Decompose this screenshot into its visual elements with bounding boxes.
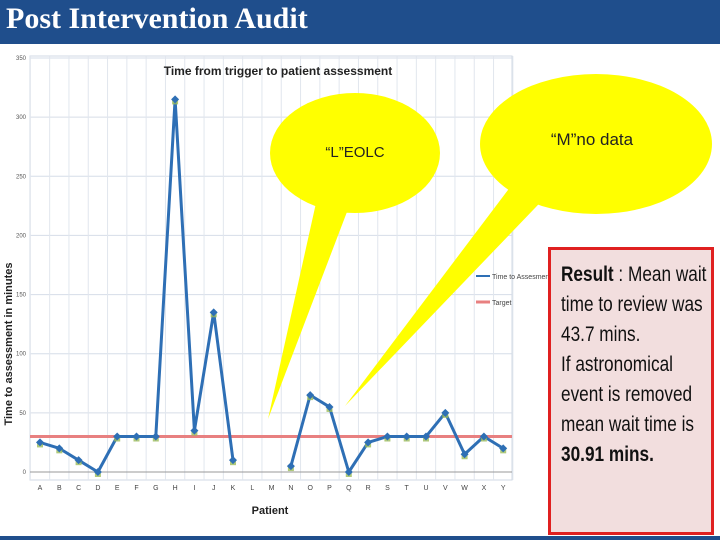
data-point — [402, 432, 411, 441]
x-tick-label: A — [38, 485, 43, 492]
result-label: Result — [561, 263, 614, 286]
x-tick-label: K — [231, 485, 236, 492]
x-tick-label: X — [482, 485, 487, 492]
data-point — [364, 438, 373, 447]
data-point — [499, 444, 508, 453]
x-tick-label: N — [288, 485, 293, 492]
data-point — [74, 456, 83, 465]
x-tick-label: I — [193, 485, 195, 492]
data-point — [132, 432, 141, 441]
x-tick-label: S — [385, 485, 390, 492]
x-tick-label: P — [327, 485, 332, 492]
series-line — [289, 393, 504, 474]
result-text: Result : Mean wait time to review was 43… — [561, 260, 709, 470]
data-point — [229, 456, 237, 465]
data-point — [171, 95, 180, 104]
plot-frame — [29, 55, 513, 481]
chart-grid — [29, 55, 514, 481]
x-tick-label: H — [173, 485, 178, 492]
bottom-bar — [0, 536, 720, 540]
callout-left-label: “L”EOLC — [325, 144, 384, 161]
y-tick-label: 350 — [16, 56, 27, 62]
x-tick-label: M — [269, 485, 275, 492]
y-tick-label: 200 — [16, 233, 27, 239]
chart-axes: 0 50 100 150 200 250 300 350 A B C D E F G H I J K L M N O P Q R S… — [16, 56, 512, 492]
data-point — [306, 391, 315, 400]
x-tick-label: D — [95, 485, 100, 492]
x-tick-label: G — [153, 485, 158, 492]
legend-target-label: Target — [492, 300, 512, 307]
chart-series — [30, 95, 512, 477]
result-line-1: : Mean wait time to review was 43.7 mins… — [561, 263, 707, 346]
data-point — [325, 402, 334, 411]
result-line-2: If astronomical event is removed mean wa… — [561, 353, 695, 436]
x-tick-label: L — [250, 485, 254, 492]
y-tick-label: 150 — [16, 293, 27, 299]
x-tick-label: Q — [346, 485, 352, 492]
data-point — [422, 432, 430, 441]
line-chart: 0 50 100 150 200 250 300 350 A B C D E F G H I J K L M N O P Q R S… — [3, 55, 712, 517]
callout-right-label: “M”no data — [551, 130, 634, 149]
y-tick-label: 250 — [16, 174, 27, 180]
x-tick-label: R — [366, 485, 371, 492]
callout-right-bubble — [480, 74, 712, 214]
data-point — [441, 408, 450, 417]
data-point — [55, 444, 64, 453]
data-point — [344, 468, 353, 476]
slide-title: Post Intervention Audit — [6, 2, 308, 35]
callout-left-bubble — [270, 93, 440, 213]
x-tick-label: W — [461, 485, 468, 492]
y-tick-label: 50 — [19, 411, 26, 417]
data-point — [93, 468, 102, 476]
callout-left-pointer — [268, 194, 350, 419]
x-tick-label: J — [212, 485, 216, 492]
x-axis-label: Patient — [252, 505, 289, 517]
x-tick-label: V — [443, 485, 448, 492]
y-axis-label: Time to assessment in minutes — [3, 262, 15, 425]
y-tick-label: 0 — [23, 470, 27, 476]
data-point — [151, 432, 160, 441]
data-point — [36, 438, 44, 447]
data-point — [383, 432, 392, 441]
result-value: 30.91 mins. — [561, 443, 654, 466]
data-point — [460, 450, 469, 459]
data-point — [113, 432, 122, 441]
legend-series-label: Time to Assesment — [492, 274, 551, 281]
data-point — [286, 462, 295, 471]
data-point — [190, 426, 199, 435]
x-tick-label: F — [134, 485, 138, 492]
data-point — [209, 308, 218, 317]
callout-right-pointer — [345, 174, 558, 406]
chart-legend: Time to Assesment Target — [476, 274, 551, 307]
y-tick-label: 100 — [16, 352, 27, 358]
x-tick-label: O — [307, 485, 313, 492]
result-box: Result : Mean wait time to review was 43… — [548, 247, 714, 535]
x-tick-label: Y — [501, 485, 506, 492]
x-tick-label: C — [76, 485, 81, 492]
y-tick-label: 300 — [16, 115, 27, 121]
x-tick-label: E — [115, 485, 120, 492]
callouts: “L”EOLC “M”no data — [268, 74, 712, 419]
chart-title: Time from trigger to patient assessment — [164, 64, 393, 78]
title-bar: Post Intervention Audit — [0, 0, 720, 44]
x-tick-label: U — [423, 485, 428, 492]
x-tick-label: B — [57, 485, 62, 492]
x-tick-label: T — [405, 485, 410, 492]
data-point — [479, 432, 488, 441]
